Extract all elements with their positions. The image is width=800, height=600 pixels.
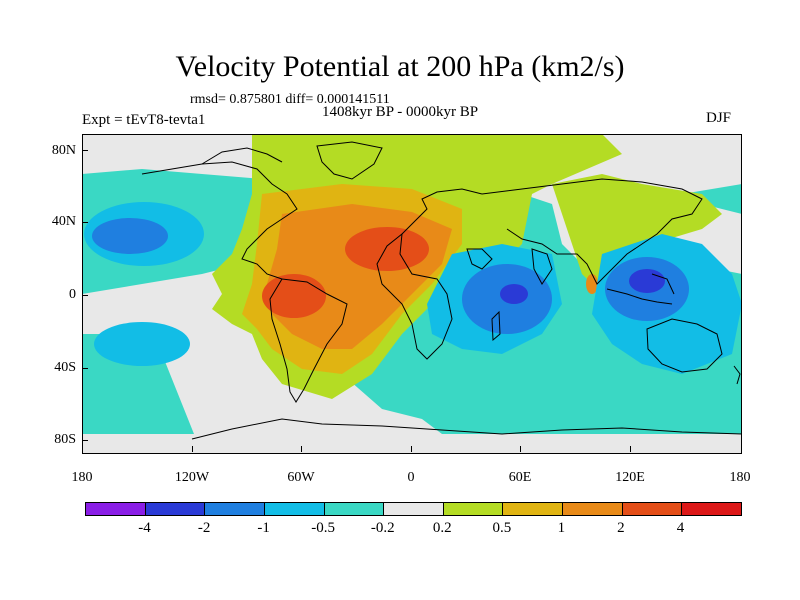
lon-label-0: 0 [407,470,415,485]
colorbar-segment [503,503,564,515]
season-label: DJF [706,110,732,126]
colorbar-label: -0.5 [311,520,336,536]
colorbar-segment [682,503,742,515]
colorbar-segment [384,503,444,515]
lon-label-180e: 180 [729,470,751,485]
lat-tick [82,222,88,223]
lon-tick [630,446,631,452]
colorbar-label: 4 [676,520,685,536]
lat-tick [82,440,88,441]
lon-label-60w: 60W [287,470,315,485]
colorbar [85,502,742,516]
neutral-band-south [82,434,742,454]
colorbar-label: -1 [257,520,270,536]
colorbar-label: 1 [557,520,566,536]
coastlines [141,141,742,440]
negative-core-indian [500,284,528,304]
colorbar-segment [86,503,146,515]
colorbar-segment [264,503,325,515]
positive-region-asia [552,174,722,294]
negative-core-maritime [629,269,665,293]
lat-label-40n: 40N [51,214,76,229]
period-label: 1408kyr BP - 0000kyr BP [321,104,479,120]
lon-tick [192,446,193,452]
colorbar-segment [205,503,265,515]
stats-line: rmsd= 0.875801 diff= 0.000141511 [190,92,390,107]
lat-label-80n: 80N [51,143,76,158]
lon-tick [301,446,302,452]
lon-label-60e: 60E [508,470,532,485]
lat-label-80s: 80S [54,432,76,447]
colorbar-label: -0.2 [370,520,395,536]
colorbar-label: 2 [617,520,625,536]
lat-label-40s: 40S [54,360,76,375]
colorbar-label: 0.5 [492,520,512,536]
lon-tick [520,446,521,452]
negative-mid-npacific [92,218,168,254]
experiment-label: Expt = tEvT8-tevta1 [82,112,206,128]
lat-label-0: 0 [69,287,76,302]
colorbar-segment [145,503,206,515]
colorbar-label: -2 [197,520,211,536]
lon-label-120e: 120E [615,470,645,485]
lat-tick [82,150,88,151]
map-title: Velocity Potential at 200 hPa (km2/s) [175,50,625,83]
positive-core-africa [345,227,429,271]
colorbar-segment [563,503,623,515]
colorbar-label: -4 [138,520,151,536]
colorbar-label: 0.2 [432,520,452,536]
lat-tick [82,295,88,296]
lat-tick [82,368,88,369]
colorbar-segment [622,503,683,515]
velocity-potential-map [82,134,742,454]
lon-tick [411,446,412,452]
lon-label-120w: 120W [174,470,210,485]
colorbar-segment [324,503,385,515]
negative-region-spacific [94,322,190,366]
colorbar-segment [443,503,504,515]
lon-label-180w: 180 [71,470,93,485]
